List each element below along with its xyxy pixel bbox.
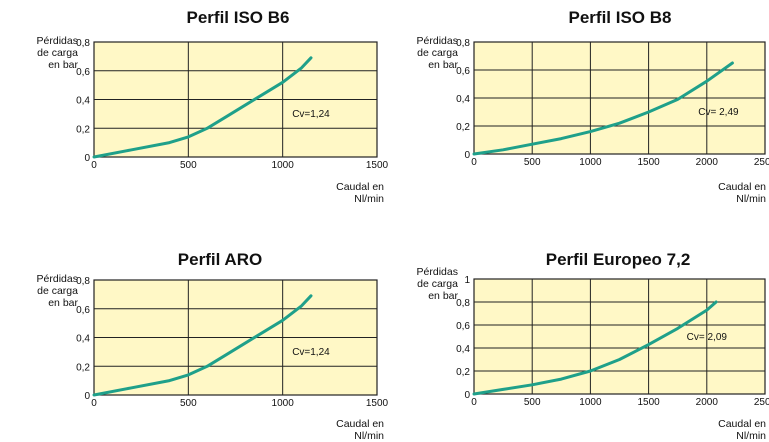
x-tick-label: 0 [91,160,97,171]
y-tick-label: 0,6 [76,305,90,316]
y-tick-label: 0,8 [456,298,470,309]
x-tick-label: 500 [524,397,541,408]
y-tick-label: 0,2 [456,367,470,378]
y-axis-label: Pérdidas de carga en bar [36,273,78,309]
data-curve [472,300,718,396]
y-tick-label: 0,2 [76,362,90,373]
y-tick-label: 0,2 [456,122,470,133]
chart-title: Perfil Europeo 7,2 [545,250,691,269]
x-tick-label: 1500 [637,397,660,408]
x-tick-label: 500 [524,157,541,168]
x-axis-label: Caudal en Nl/min [718,418,766,442]
data-curve [472,61,734,156]
data-curve [92,56,313,159]
plot-group: 0 500 1000 1500 0 0,2 0,4 0,6 0,8 Cv=1,24 [76,276,388,409]
y-tick-label: 0 [84,391,90,402]
y-tick-label: 0,8 [456,38,470,49]
x-axis-label: Caudal en Nl/min [336,181,384,205]
x-tick-label: 1500 [637,157,660,168]
data-curve [92,294,313,397]
x-tick-label: 1000 [272,160,295,171]
x-tick-label: 500 [180,160,197,171]
x-tick-label: 0 [91,398,97,409]
x-tick-label: 500 [180,398,197,409]
y-axis-label: Pérdidas de carga en bar [416,35,458,71]
x-tick-label: 1000 [272,398,295,409]
y-tick-label: 0,6 [76,67,90,78]
x-tick-label: 1000 [579,157,602,168]
y-tick-label: 0,8 [76,38,90,49]
y-tick-label: 0,4 [456,94,470,105]
y-tick-label: 0,8 [76,276,90,287]
y-tick-label: 0,4 [76,96,90,107]
cv-annotation: Cv= 2,49 [698,107,739,118]
y-tick-label: 0,2 [76,124,90,135]
plot-frame [93,279,378,396]
x-axis-label: Caudal en Nl/min [336,418,384,442]
y-tick-label: 0,4 [76,334,90,345]
plot-frame [473,41,766,155]
x-axis-label: Caudal en Nl/min [718,181,766,205]
chart-title: Perfil ISO B8 [568,8,672,27]
y-tick-label: 0 [464,390,470,401]
y-tick-label: 0 [84,153,90,164]
x-tick-label: 1500 [366,160,389,171]
y-axis-label: Pérdidas de carga en bar [36,35,78,71]
plot-group: 0 500 1000 1500 0 0,2 0,4 0,6 0,8 Cv=1,24 [76,38,388,171]
y-tick-label: 0,6 [456,66,470,77]
cv-annotation: Cv= 2,09 [687,332,728,343]
y-axis-label: Pérdidas de carga en bar [416,266,458,302]
x-tick-label: 1000 [579,397,602,408]
x-tick-label: 2000 [696,397,719,408]
y-tick-label: 1 [464,275,470,286]
x-tick-label: 1500 [366,398,389,409]
cv-annotation: Cv=1,24 [292,347,330,358]
plot-frame [93,41,378,158]
chart-title: Perfil ISO B6 [186,8,290,27]
chart-title: Perfil ARO [177,250,263,269]
y-tick-label: 0 [464,150,470,161]
x-tick-label: 0 [471,397,477,408]
y-tick-label: 0,4 [456,344,470,355]
y-tick-label: 0,6 [456,321,470,332]
plot-area [474,279,765,394]
x-tick-label: 0 [471,157,477,168]
cv-annotation: Cv=1,24 [292,109,330,120]
x-tick-label: 2000 [696,157,719,168]
plot-frame [473,278,766,395]
